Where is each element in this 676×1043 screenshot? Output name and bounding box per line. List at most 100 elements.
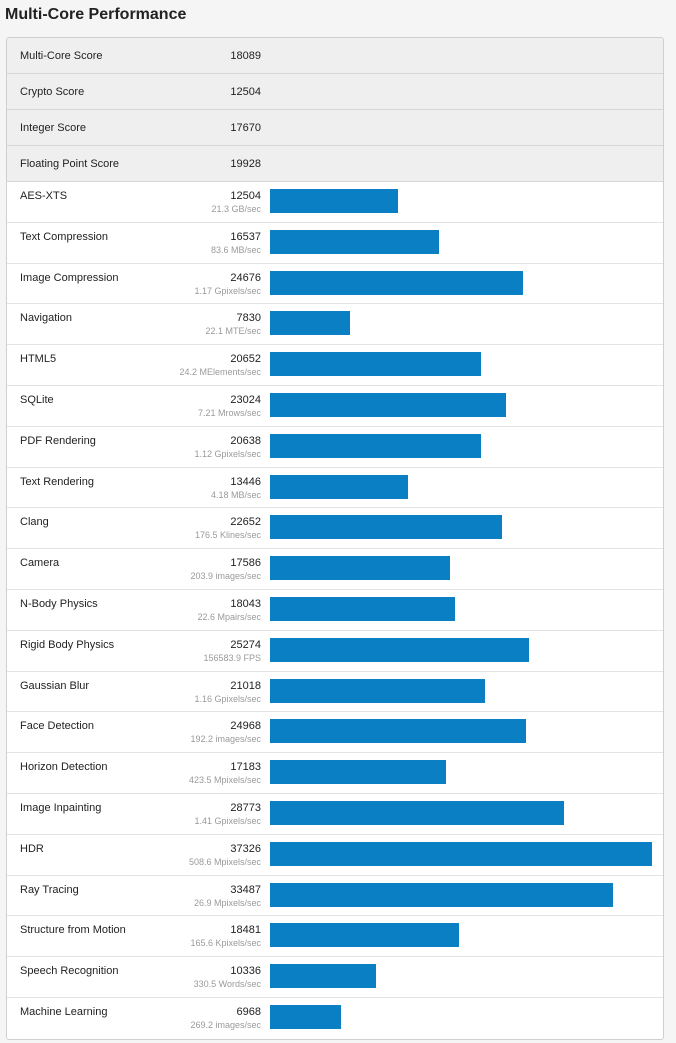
- benchmark-row: PDF Rendering 20638 1.12 Gpixels/sec: [7, 426, 663, 468]
- benchmark-score: 17586: [230, 557, 261, 570]
- benchmark-row: N-Body Physics 18043 22.6 Mpairs/sec: [7, 589, 663, 631]
- score-bar: [270, 882, 613, 907]
- score-bar: [270, 800, 564, 825]
- benchmark-score: 18043: [230, 597, 261, 610]
- benchmark-row: SQLite 23024 7.21 Mrows/sec: [7, 385, 663, 427]
- benchmark-row: Camera 17586 203.9 images/sec: [7, 549, 663, 590]
- benchmark-score: 20638: [230, 434, 261, 447]
- benchmark-rate: 21.3 GB/sec: [211, 204, 261, 214]
- benchmark-name: SQLite: [20, 393, 54, 406]
- benchmark-rate: 22.1 MTE/sec: [205, 326, 261, 337]
- score-bar: [270, 841, 652, 866]
- benchmark-rate: 269.2 images/sec: [190, 1019, 261, 1030]
- benchmark-row: Rigid Body Physics 25274 156583.9 FPS: [7, 630, 663, 672]
- benchmark-rate: 7.21 Mrows/sec: [197, 407, 261, 418]
- benchmark-score: 20652: [230, 353, 261, 366]
- summary-score: 12504: [230, 86, 261, 98]
- benchmark-name: Text Compression: [20, 230, 109, 243]
- benchmark-rate: 1.12 Gpixels/sec: [194, 448, 261, 459]
- score-bar: [270, 474, 408, 499]
- benchmark-row: Machine Learning 6968 269.2 images/sec: [7, 997, 663, 1039]
- benchmark-name: Image Inpainting: [20, 801, 102, 814]
- benchmark-score: 24676: [230, 271, 261, 284]
- benchmark-rate: 4.18 MB/sec: [210, 489, 261, 500]
- benchmark-row: Horizon Detection 17183 423.5 Mpixels/sec: [7, 753, 663, 794]
- benchmark-row: Text Rendering 13446 4.18 MB/sec: [7, 467, 663, 509]
- benchmark-name: Camera: [20, 557, 60, 570]
- summary-row-multi-core: Multi-Core Score 18089: [7, 38, 663, 74]
- score-bar: [270, 392, 506, 417]
- benchmark-score: 7830: [236, 312, 261, 325]
- benchmark-score: 33487: [230, 883, 261, 896]
- benchmark-row: Image Compression 24676 1.17 Gpixels/sec: [7, 263, 663, 305]
- benchmark-rate: 176.5 Klines/sec: [194, 530, 261, 541]
- benchmark-row: Text Compression 16537 83.6 MB/sec: [7, 222, 663, 264]
- benchmark-rate: 330.5 Words/sec: [193, 979, 261, 990]
- summary-row-floating-point: Floating Point Score 19928: [7, 146, 663, 182]
- benchmark-row: Structure from Motion 18481 165.6 Kpixels/…: [7, 916, 663, 958]
- summary-name: Floating Point Score: [20, 158, 120, 170]
- benchmark-name: Text Rendering: [20, 475, 94, 488]
- benchmark-rate: 1.41 Gpixels/sec: [194, 815, 261, 826]
- score-bar: [270, 189, 398, 213]
- benchmark-name: Speech Recognition: [20, 965, 119, 978]
- benchmark-name: Clang: [20, 516, 49, 529]
- score-bar: [270, 637, 529, 662]
- benchmark-rate: 1.17 Gpixels/sec: [194, 285, 261, 296]
- benchmark-list: AES-XTS 12504 21.3 GB/sec Text Compression 1…: [7, 182, 663, 1039]
- score-bar: [270, 1004, 341, 1029]
- score-bar: [270, 229, 439, 254]
- score-bar: [270, 596, 455, 621]
- summary-name: Multi-Core Score: [20, 50, 103, 62]
- summary-score: 18089: [230, 50, 261, 62]
- benchmark-score: 24968: [230, 720, 261, 733]
- summary-score: 17670: [230, 122, 261, 134]
- score-bar: [270, 270, 523, 295]
- benchmark-rate: 83.6 MB/sec: [210, 244, 261, 255]
- benchmark-row: Face Detection 24968 192.2 images/sec: [7, 712, 663, 754]
- benchmark-rate: 22.6 Mpairs/sec: [197, 611, 261, 622]
- score-bar: [270, 760, 446, 785]
- benchmark-name: PDF Rendering: [20, 434, 96, 447]
- benchmark-row: Navigation 7830 22.1 MTE/sec: [7, 304, 663, 346]
- benchmark-name: HTML5: [20, 353, 57, 366]
- benchmark-name: Image Compression: [20, 271, 119, 284]
- score-bar: [270, 556, 450, 581]
- score-bar: [270, 678, 485, 703]
- benchmark-name: Ray Tracing: [20, 883, 79, 896]
- benchmark-name: Face Detection: [20, 720, 94, 733]
- score-bar: [270, 515, 502, 540]
- benchmark-rate: 165.6 Kpixels/sec: [190, 938, 261, 949]
- benchmark-score: 28773: [230, 801, 261, 814]
- summary-score: 19928: [230, 158, 261, 170]
- benchmark-row: Speech Recognition 10336 330.5 Words/sec: [7, 957, 663, 998]
- benchmark-score: 10336: [230, 965, 261, 978]
- benchmark-score: 13446: [230, 475, 261, 488]
- benchmark-name: Navigation: [20, 312, 72, 325]
- benchmark-score: 22652: [230, 516, 261, 529]
- benchmark-score: 12504: [230, 190, 261, 202]
- benchmark-rate: 156583.9 FPS: [203, 652, 261, 663]
- benchmark-name: AES-XTS: [20, 190, 68, 202]
- benchmark-name: HDR: [20, 842, 44, 855]
- benchmark-name: Structure from Motion: [20, 924, 126, 937]
- score-bar: [270, 311, 350, 336]
- benchmark-name: Machine Learning: [20, 1005, 108, 1018]
- benchmark-name: Rigid Body Physics: [20, 638, 115, 651]
- score-bar: [270, 719, 526, 744]
- score-bar: [270, 964, 376, 989]
- benchmark-score: 37326: [230, 842, 261, 855]
- benchmark-row: HTML5 20652 24.2 MElements/sec: [7, 345, 663, 386]
- benchmark-rate: 1.16 Gpixels/sec: [194, 693, 261, 704]
- benchmark-rate: 24.2 MElements/sec: [179, 367, 261, 378]
- benchmark-rate: 26.9 Mpixels/sec: [193, 897, 261, 908]
- benchmark-name: Horizon Detection: [20, 761, 108, 774]
- summary-row-integer: Integer Score 17670: [7, 110, 663, 146]
- summary-name: Integer Score: [20, 122, 87, 134]
- benchmark-name: N-Body Physics: [20, 597, 98, 610]
- benchmark-rate: 508.6 Mpixels/sec: [188, 856, 261, 867]
- benchmark-score: 16537: [230, 230, 261, 243]
- benchmark-row: HDR 37326 508.6 Mpixels/sec: [7, 834, 663, 876]
- benchmark-score: 18481: [230, 924, 261, 937]
- page-title: Multi-Core Performance: [5, 6, 187, 23]
